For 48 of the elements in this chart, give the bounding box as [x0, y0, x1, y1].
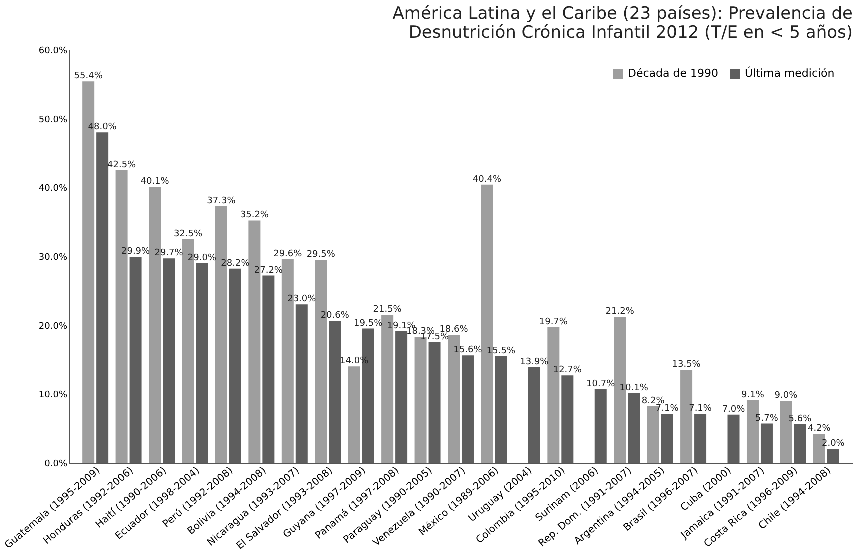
data-label: 23.0%	[288, 294, 317, 305]
data-label: 10.7%	[586, 379, 616, 390]
data-label: 27.2%	[254, 266, 284, 276]
legend-label: Última medición	[745, 66, 835, 80]
data-label: 10.1%	[620, 383, 649, 394]
data-label: 37.3%	[207, 196, 236, 206]
data-label: 35.2%	[240, 210, 270, 221]
y-tick-label: 40.0%	[38, 184, 68, 194]
chart-title: América Latina y el Caribe (23 países): Prevalencia de Desnutrición Crónica Infantil 2012 (T/E en < 5 años)	[392, 4, 853, 43]
data-label: 40.1%	[140, 176, 170, 187]
data-label: 4.2%	[808, 424, 832, 434]
bar	[348, 366, 360, 463]
y-tick-label: 60.0%	[38, 46, 68, 56]
data-label: 48.0%	[88, 122, 118, 133]
data-label: 29.0%	[188, 253, 217, 264]
data-label: 9.1%	[742, 390, 765, 400]
data-label: 7.0%	[722, 404, 746, 415]
data-label: 55.4%	[74, 72, 104, 82]
y-tick-label: 50.0%	[38, 115, 68, 126]
data-label: 15.6%	[454, 346, 483, 356]
data-label: 13.5%	[672, 360, 702, 370]
data-label: 19.5%	[354, 318, 384, 329]
data-label: 29.9%	[121, 247, 151, 258]
data-label: 29.5%	[306, 250, 336, 260]
data-label: 17.5%	[420, 332, 450, 343]
y-tick-label: 20.0%	[38, 322, 68, 332]
data-label: 9.0%	[774, 391, 798, 402]
data-label: 19.7%	[539, 317, 568, 328]
data-label: 12.7%	[553, 366, 582, 376]
y-tick-label: 0.0%	[44, 460, 68, 470]
legend-label: Década de 1990	[628, 67, 718, 80]
data-label: 28.2%	[221, 258, 250, 269]
data-label: 21.2%	[606, 307, 635, 318]
data-label: 29.7%	[154, 248, 184, 259]
data-label: 20.6%	[320, 311, 350, 322]
data-label: 13.9%	[520, 357, 550, 368]
y-tick-label: 10.0%	[38, 390, 68, 401]
data-label: 15.5%	[486, 346, 516, 356]
data-label: 5.6%	[788, 414, 812, 424]
y-tick-label: 30.0%	[38, 253, 68, 263]
data-label: 2.0%	[822, 439, 846, 450]
data-label: 21.5%	[373, 305, 402, 316]
data-label: 7.1%	[656, 404, 680, 414]
data-label: 40.4%	[472, 174, 502, 185]
data-label: 7.1%	[689, 404, 712, 414]
data-label: 32.5%	[174, 229, 203, 240]
data-label: 5.7%	[756, 414, 779, 424]
data-label: 29.6%	[274, 249, 303, 260]
